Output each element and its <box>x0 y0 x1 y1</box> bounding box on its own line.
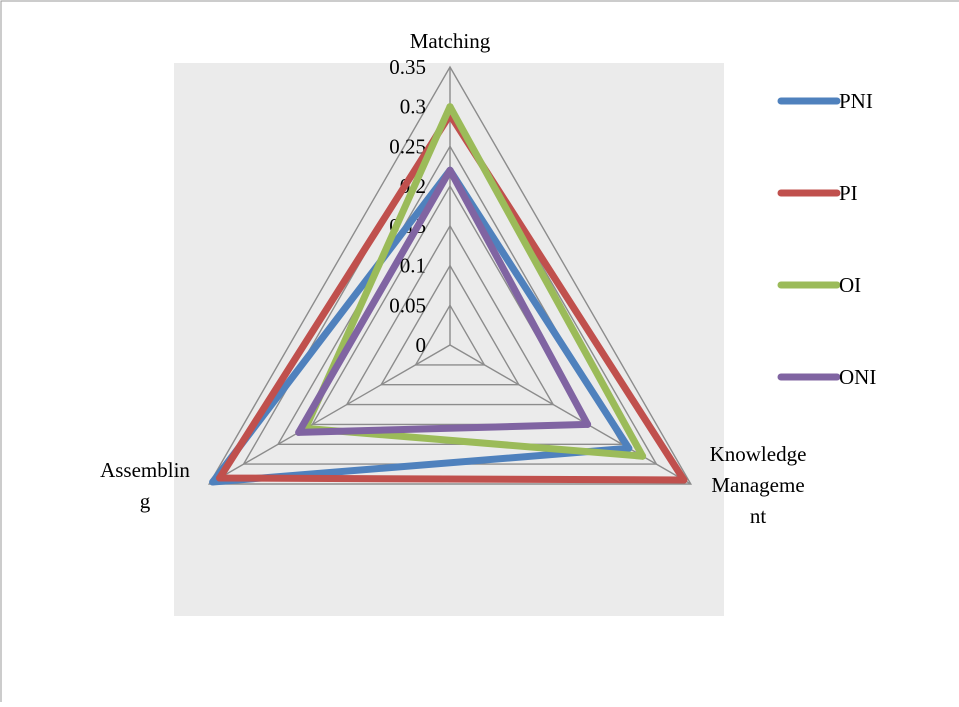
data-point-pni <box>625 444 633 452</box>
data-point-pni <box>209 478 217 486</box>
tick-label: 0.25 <box>389 134 426 158</box>
data-point-oi <box>446 103 454 111</box>
grid-ring <box>379 264 521 386</box>
axis-label: g <box>140 489 151 513</box>
legend-label-oi: OI <box>839 273 861 297</box>
tick-label: 0.05 <box>389 293 426 317</box>
grid-ring <box>207 65 693 485</box>
axis-label: nt <box>750 504 767 528</box>
tick-label: 0.1 <box>400 254 426 278</box>
grid-ring <box>414 303 486 366</box>
grid-ring <box>345 224 555 406</box>
grid-spoke <box>208 344 451 485</box>
series-line-oni <box>295 166 592 436</box>
data-point-oni <box>446 166 454 174</box>
legend-label-pi: PI <box>839 181 858 205</box>
tick-label: 0.35 <box>389 55 426 79</box>
series-line-pni <box>209 166 633 486</box>
plot-area-background <box>174 63 724 616</box>
axis-label: Manageme <box>711 473 804 497</box>
axis-label: Assemblin <box>100 458 190 482</box>
grid-ring <box>311 184 589 426</box>
data-point-pi <box>216 474 224 482</box>
axis-label: Matching <box>410 29 491 53</box>
tick-label: 0 <box>416 333 427 357</box>
grid-spoke <box>449 344 692 485</box>
axis-label: Knowledge <box>710 442 807 466</box>
series-layer <box>209 103 688 486</box>
legend-label-pni: PNI <box>839 89 873 113</box>
data-point-pi <box>680 476 688 484</box>
tick-label: 0.3 <box>400 95 426 119</box>
legend-label-oni: ONI <box>839 365 876 389</box>
data-point-oi <box>639 452 647 460</box>
series-line-oi <box>302 103 647 460</box>
series-line-pi <box>216 111 688 484</box>
axis-label-layer: Matching Knowledge Manageme nt Assemblin g <box>100 29 806 528</box>
legend-layer: PNI PI OI ONI <box>777 89 876 389</box>
data-point-oni <box>295 428 303 436</box>
data-point-oni <box>584 420 592 428</box>
